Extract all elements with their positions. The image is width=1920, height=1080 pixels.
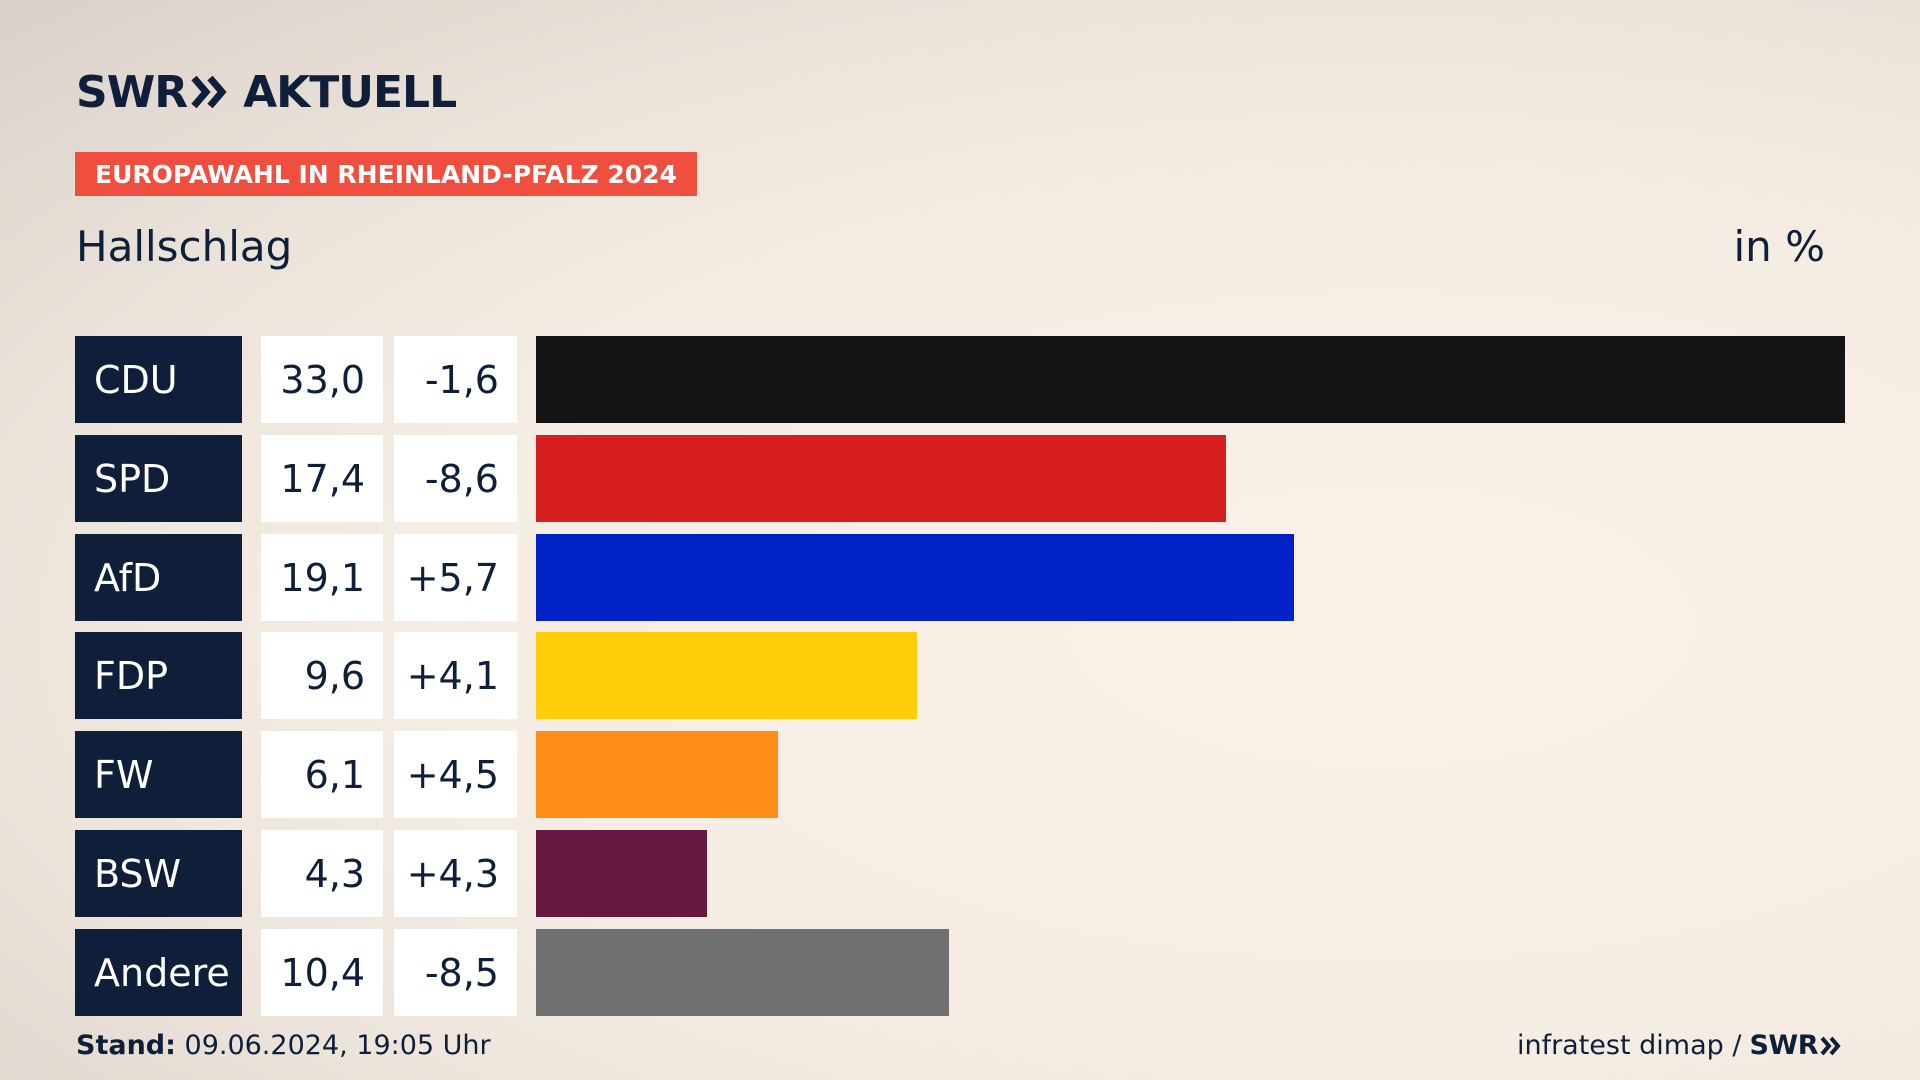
result-bar [536,731,778,818]
timestamp: Stand: 09.06.2024, 19:05 Uhr [76,1030,491,1061]
result-bar [536,632,917,719]
result-bar [536,929,949,1016]
election-badge: EUROPAWAHL IN RHEINLAND-PFALZ 2024 [75,152,697,196]
diff-label: +4,5 [394,731,517,818]
result-bar [536,336,1845,423]
brand-text: SWR [76,66,188,118]
source-credit: infratest dimap / SWR [1517,1030,1842,1061]
result-bar [536,435,1226,522]
source-text: infratest dimap / [1516,1030,1742,1061]
diff-label: +5,7 [394,534,517,621]
diff-label: +4,1 [394,632,517,719]
source-brand: SWR [1749,1030,1818,1061]
region-title: Hallschlag [76,222,293,271]
party-label: CDU [75,336,242,423]
diff-label: -1,6 [394,336,517,423]
result-bar [536,830,707,917]
result-bar [536,534,1294,621]
value-label: 19,1 [261,534,383,621]
party-label: SPD [75,435,242,522]
party-label: AfD [75,534,242,621]
diff-label: -8,5 [394,929,517,1016]
value-label: 9,6 [261,632,383,719]
brand-suffix: AKTUELL [243,66,457,118]
stand-label: Stand: [76,1030,176,1061]
swr-aktuell-logo: SWR AKTUELL [76,66,457,118]
party-label: FW [75,731,242,818]
diff-label: +4,3 [394,830,517,917]
value-label: 4,3 [261,830,383,917]
stand-value: 09.06.2024, 19:05 Uhr [184,1030,491,1061]
party-label: FDP [75,632,242,719]
value-label: 17,4 [261,435,383,522]
value-label: 10,4 [261,929,383,1016]
double-chevron-icon [191,75,227,109]
diff-label: -8,6 [394,435,517,522]
party-label: Andere [75,929,242,1016]
value-label: 33,0 [261,336,383,423]
double-chevron-icon [1820,1036,1841,1055]
party-label: BSW [75,830,242,917]
unit-label: in % [1733,222,1825,271]
value-label: 6,1 [261,731,383,818]
